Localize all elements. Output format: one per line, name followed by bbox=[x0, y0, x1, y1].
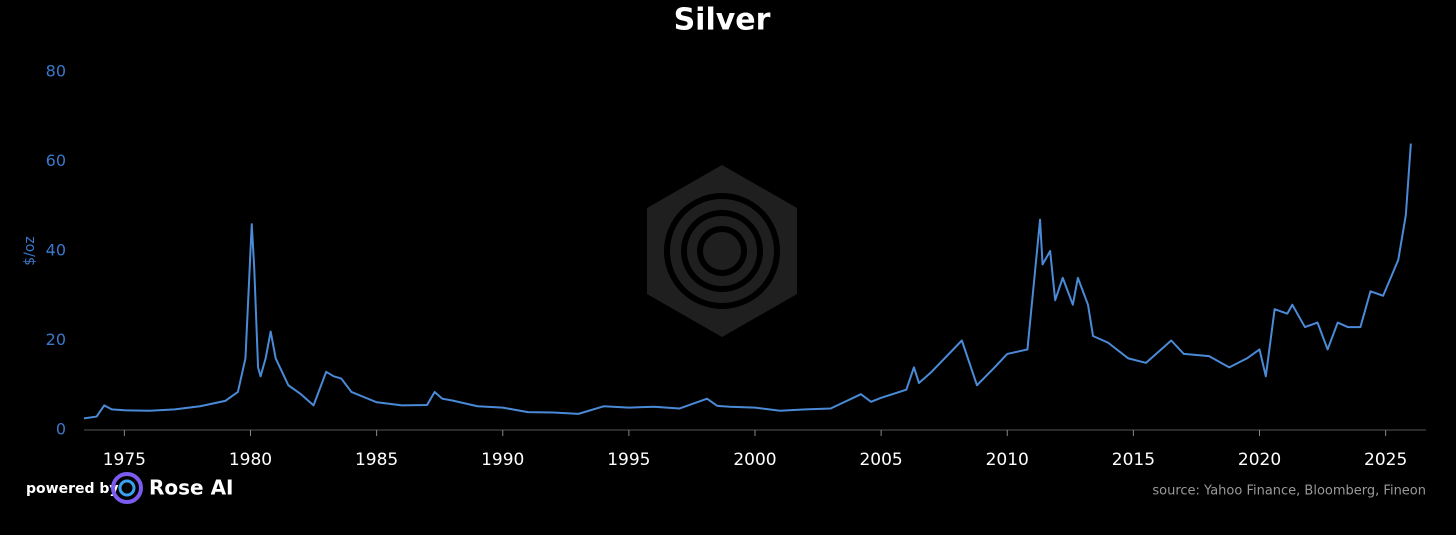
x-tick-label: 2005 bbox=[859, 450, 902, 470]
source: source: Yahoo Finance, Bloomberg, Fineon bbox=[1152, 484, 1426, 499]
price-line bbox=[83, 143, 1412, 420]
chart-title: Silver bbox=[674, 3, 771, 38]
x-tick-label: 2000 bbox=[733, 450, 776, 470]
x-tick-label: 1990 bbox=[481, 450, 524, 470]
y-tick-label: 0 bbox=[56, 420, 66, 439]
x-tick-label: 2010 bbox=[986, 450, 1029, 470]
x-tick-label: 2015 bbox=[1112, 450, 1155, 470]
x-tick-label: 1985 bbox=[355, 450, 398, 470]
x-tick-label: 1980 bbox=[229, 450, 272, 470]
x-tick-label: 2020 bbox=[1238, 450, 1281, 470]
y-tick-label: 80 bbox=[46, 62, 66, 81]
y-tick-label: 60 bbox=[46, 151, 66, 170]
y-axis-label: $/oz bbox=[22, 236, 38, 266]
y-tick-label: 40 bbox=[46, 241, 66, 260]
x-tick-label: 1995 bbox=[607, 450, 650, 470]
x-tick-label: 2025 bbox=[1364, 450, 1407, 470]
powered-by: powered by bbox=[26, 481, 119, 497]
x-tick-label: 1975 bbox=[103, 450, 146, 470]
brand-logo bbox=[111, 472, 143, 504]
brand: Rose AI bbox=[149, 476, 234, 500]
watermark bbox=[647, 165, 797, 337]
y-tick-label: 20 bbox=[46, 330, 66, 349]
